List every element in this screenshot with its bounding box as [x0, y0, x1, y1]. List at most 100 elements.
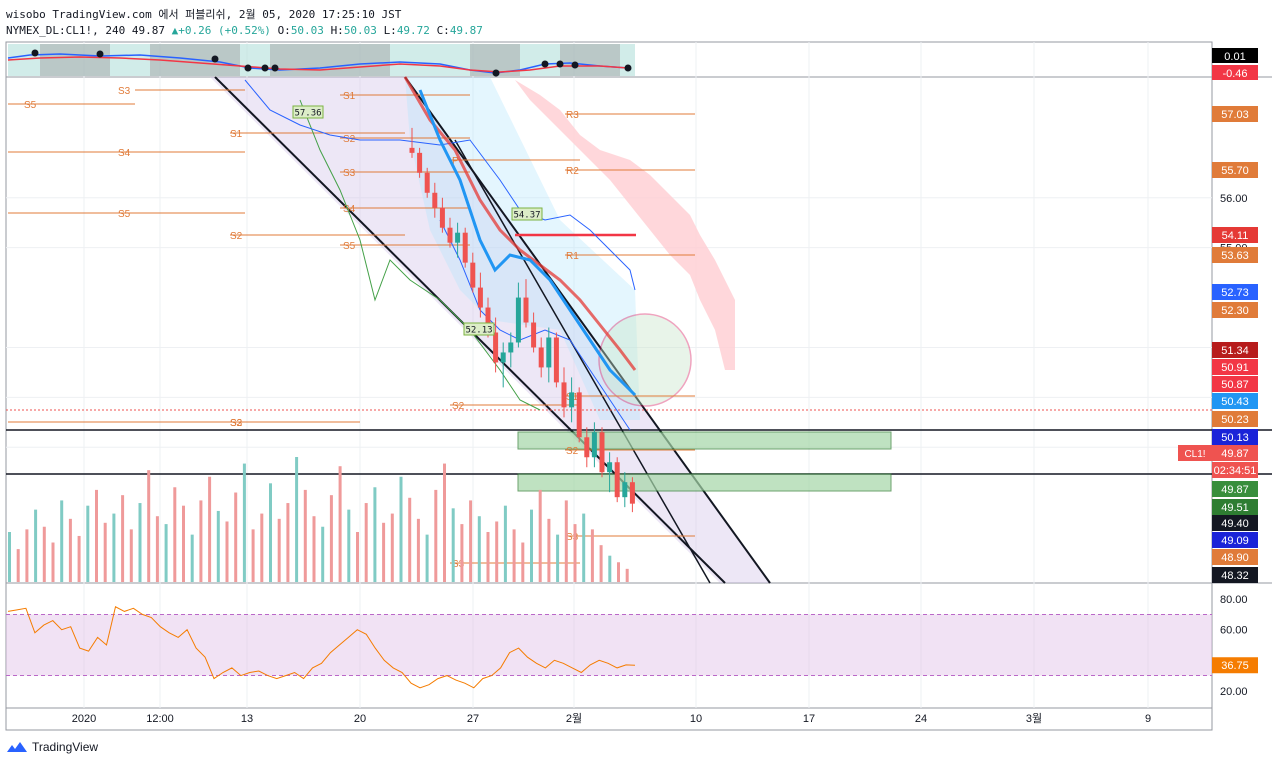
- candle-body: [515, 297, 521, 343]
- price-scale-value: 49.87: [1221, 448, 1249, 460]
- time-tick-label: 24: [915, 713, 927, 725]
- volume-bar: [34, 509, 38, 582]
- volume-bar: [260, 513, 264, 582]
- candle-body: [439, 207, 445, 228]
- price-scale-value: 51.34: [1221, 345, 1249, 357]
- oscillator-dot: [271, 64, 279, 72]
- close-value: 49.87: [449, 24, 483, 37]
- pivot-label: S1: [343, 91, 356, 102]
- volume-bar: [416, 518, 420, 582]
- candle-body: [546, 337, 552, 368]
- price-scale-labels: 57.03 55.70 54.11 53.63 52.73 52.30 51.34 50.91…: [1178, 106, 1258, 583]
- price-scale-value: 50.91: [1221, 362, 1249, 374]
- price-tick-label: 56.00: [1220, 193, 1248, 205]
- rsi-last-value: 36.75: [1221, 660, 1249, 672]
- oscillator-value: 0.01: [1224, 51, 1245, 63]
- candle-body: [531, 322, 537, 348]
- price-scale-value: 57.03: [1221, 109, 1249, 121]
- pivot-label: S2: [343, 134, 356, 145]
- price-scale-badge: [1212, 411, 1258, 427]
- pivot-label: S3: [343, 168, 356, 179]
- oscillator-dot: [96, 50, 104, 58]
- candle-body: [485, 307, 491, 333]
- volume-bar: [356, 532, 359, 582]
- open-label: O:: [277, 24, 291, 37]
- price-annotation-low: 52.13: [463, 322, 495, 336]
- high-value: 50.03: [343, 24, 377, 37]
- volume-bar: [582, 513, 586, 582]
- candle-body: [424, 172, 430, 193]
- volume-bar: [443, 463, 446, 582]
- volume-bar: [25, 529, 29, 582]
- oscillator-dot: [211, 55, 219, 63]
- price-scale-value: 49.09: [1221, 535, 1249, 547]
- price-scale-value: 48.32: [1221, 570, 1249, 582]
- candle-body: [523, 297, 529, 323]
- candle-body: [553, 337, 559, 383]
- tradingview-logo[interactable]: TradingView: [6, 740, 98, 754]
- price-scale-badge: [1212, 481, 1258, 497]
- oscillator-dot: [492, 69, 500, 77]
- price-scale-badge: [1212, 445, 1258, 461]
- volume-bar: [390, 513, 394, 582]
- volume-bar: [347, 509, 351, 582]
- volume-bar: [321, 526, 325, 582]
- time-tick-label: 10: [690, 713, 702, 725]
- volume-bar: [434, 489, 438, 582]
- price-pane: S5S3S4S5S1S2S2S1S2S3S4S5PR3R2R1S1S2S2S3S…: [6, 76, 1272, 584]
- volume-bar: [225, 521, 229, 582]
- candle-body: [576, 392, 582, 438]
- time-tick-label: 27: [467, 713, 479, 725]
- pivot-label: S3: [118, 86, 131, 97]
- price-scale-badge: [1212, 359, 1258, 375]
- time-tick-label: 20: [354, 713, 366, 725]
- pivot-label: S3: [452, 559, 465, 570]
- volume-bar: [486, 532, 490, 582]
- price-scale-value: 55.70: [1221, 165, 1249, 177]
- time-tick-label: 2020: [72, 713, 96, 725]
- oscillator-dot: [556, 60, 564, 68]
- price-scale-value: 50.13: [1221, 432, 1249, 444]
- volume-bar: [338, 466, 342, 582]
- volume-bar: [60, 500, 64, 582]
- volume-bar: [469, 500, 473, 582]
- volume-bar: [477, 516, 481, 582]
- candle-body: [477, 287, 483, 308]
- candle-body: [607, 462, 613, 473]
- rsi-tick-label: 60.00: [1220, 625, 1248, 637]
- volume-bar: [42, 526, 46, 582]
- volume-bar: [269, 483, 272, 582]
- volume-bar: [234, 492, 238, 582]
- candle-body: [462, 232, 468, 263]
- pivot-label: S2: [452, 401, 465, 412]
- candle-body: [409, 147, 415, 153]
- volume-bar: [242, 463, 246, 582]
- oscillator-value: -0.46: [1222, 68, 1247, 80]
- volume-bar: [199, 500, 203, 582]
- price-scale-badge: [1212, 227, 1258, 243]
- volume-bar: [382, 522, 386, 582]
- volume-bar: [573, 524, 577, 582]
- low-label: L:: [383, 24, 397, 37]
- volume-bar: [451, 508, 455, 582]
- rsi-tick-label: 20.00: [1220, 686, 1248, 698]
- volume-bar: [147, 470, 151, 582]
- pivot-label: S3: [230, 418, 243, 429]
- time-tick-label: 3월: [1026, 712, 1042, 725]
- price-scale-value: 53.63: [1221, 250, 1249, 262]
- time-axis[interactable]: 2020 12:00 13 20 27 2월 10 17 24 3월 9: [72, 712, 1151, 725]
- price-scale-value: 52.73: [1221, 287, 1249, 299]
- price-scale-badge: [1212, 284, 1258, 300]
- volume-bar: [329, 495, 333, 582]
- volume-bar: [399, 476, 403, 582]
- volume-bar: [277, 518, 281, 582]
- volume-bar: [68, 518, 72, 582]
- price-scale-value: 49.87: [1221, 484, 1249, 496]
- volume-bar: [625, 568, 629, 582]
- volume-bar: [138, 503, 142, 582]
- price-scale-badge: [1212, 515, 1258, 531]
- svg-text:52.13: 52.13: [465, 326, 492, 336]
- price-scale-value: 49.51: [1221, 502, 1249, 514]
- pivot-label: S5: [24, 100, 37, 111]
